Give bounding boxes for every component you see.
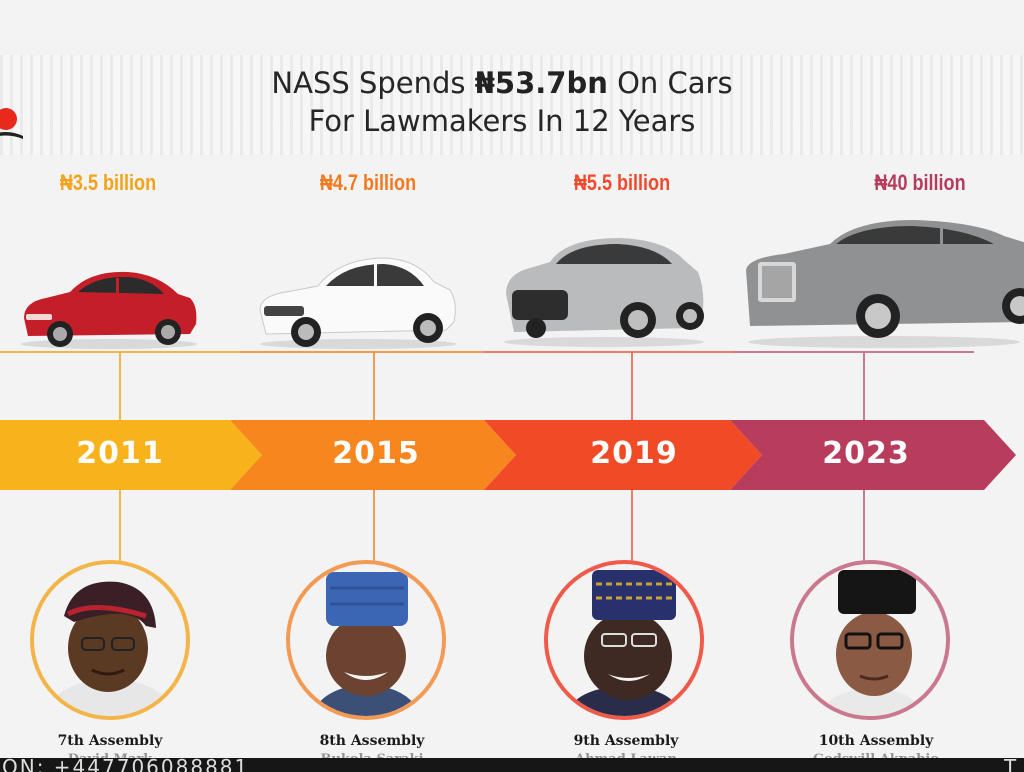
headline: NASS Spends ₦53.7bn On Cars For Lawmaker… — [0, 64, 1004, 140]
cost-2019: ₦5.5 billion — [573, 170, 671, 195]
cost-2011: ₦3.5 billion — [59, 170, 157, 195]
year-2015: 2015 — [332, 436, 420, 471]
connector-2015 — [240, 351, 484, 353]
timeline-arrow — [0, 420, 1016, 490]
assembly-label-10th: 10th Assembly — [818, 733, 934, 749]
timeline-segment-2011 — [0, 420, 262, 490]
connector-2023 — [734, 351, 974, 353]
portrait-8th-assembly — [286, 560, 446, 720]
ticker-text: ON: +447706088881 — [2, 758, 250, 772]
stem-top-2019 — [631, 352, 633, 422]
year-2011: 2011 — [76, 436, 164, 471]
timeline-segment-2015 — [230, 420, 516, 490]
person-avatar-icon — [312, 572, 420, 716]
headline-line2: For Lawmakers In 12 Years — [308, 104, 696, 138]
stem-top-2011 — [119, 352, 121, 422]
headline-amount: ₦53.7bn — [474, 66, 608, 100]
header-stripe-background — [0, 55, 1024, 155]
white-sedan-icon — [259, 257, 456, 349]
person-avatar-icon — [566, 570, 682, 716]
person-avatar-icon — [44, 581, 176, 716]
connector-2019 — [484, 351, 734, 353]
stem-bottom-2023 — [863, 488, 865, 562]
stem-bottom-2015 — [373, 488, 375, 562]
person-avatar-icon — [820, 570, 924, 716]
stem-top-2015 — [373, 352, 375, 422]
assembly-label-8th: 8th Assembly — [319, 733, 425, 749]
timeline-segment-2023 — [730, 420, 1016, 490]
portrait-9th-assembly — [544, 560, 704, 720]
brand-logo-icon — [0, 108, 23, 139]
portrait-7th-assembly — [30, 560, 190, 720]
year-2019: 2019 — [590, 436, 678, 471]
cost-2023: ₦40 billion — [874, 170, 966, 195]
stem-top-2023 — [863, 352, 865, 422]
headline-line1: NASS Spends ₦53.7bn On Cars — [271, 66, 733, 100]
stem-bottom-2019 — [631, 488, 633, 562]
bottom-ticker-bar: ON: +447706088881 T — [0, 758, 1024, 772]
year-2023: 2023 — [822, 436, 910, 471]
red-sedan-icon — [21, 271, 197, 349]
stem-bottom-2011 — [119, 488, 121, 562]
assembly-label-9th: 9th Assembly — [573, 733, 679, 749]
cost-2015: ₦4.7 billion — [319, 170, 417, 195]
portrait-10th-assembly — [790, 560, 950, 720]
ticker-text-right: T — [1004, 758, 1019, 772]
assembly-label-7th: 7th Assembly — [57, 733, 163, 749]
timeline-segment-2019 — [484, 420, 762, 490]
grey-luxury-sedan-icon — [746, 220, 1024, 348]
silver-suv-icon — [504, 238, 704, 347]
